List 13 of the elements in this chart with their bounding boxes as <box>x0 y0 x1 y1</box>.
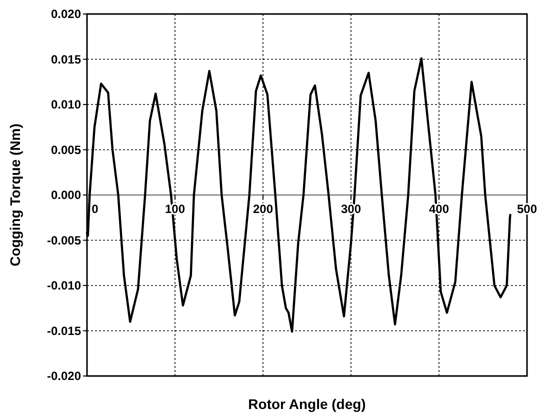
y-tick-label: -0.015 <box>46 324 82 338</box>
y-tick-label: 0.015 <box>50 52 82 66</box>
y-tick-label: -0.020 <box>46 369 82 384</box>
y-tick-label: 0.020 <box>50 7 82 22</box>
y-tick-label: 0.005 <box>50 142 82 157</box>
y-tick-label: 0.000 <box>50 188 82 202</box>
x-tick-label: 0 <box>92 202 99 216</box>
y-tick-label: 0.010 <box>50 98 82 112</box>
y-tick-label: -0.005 <box>46 233 82 248</box>
x-axis-title: Rotor Angle (deg) <box>248 396 366 412</box>
y-axis-title: Cogging Torque (Nm) <box>7 124 23 266</box>
x-tick-label: 200 <box>252 202 274 216</box>
y-tick-label: -0.010 <box>46 278 82 293</box>
